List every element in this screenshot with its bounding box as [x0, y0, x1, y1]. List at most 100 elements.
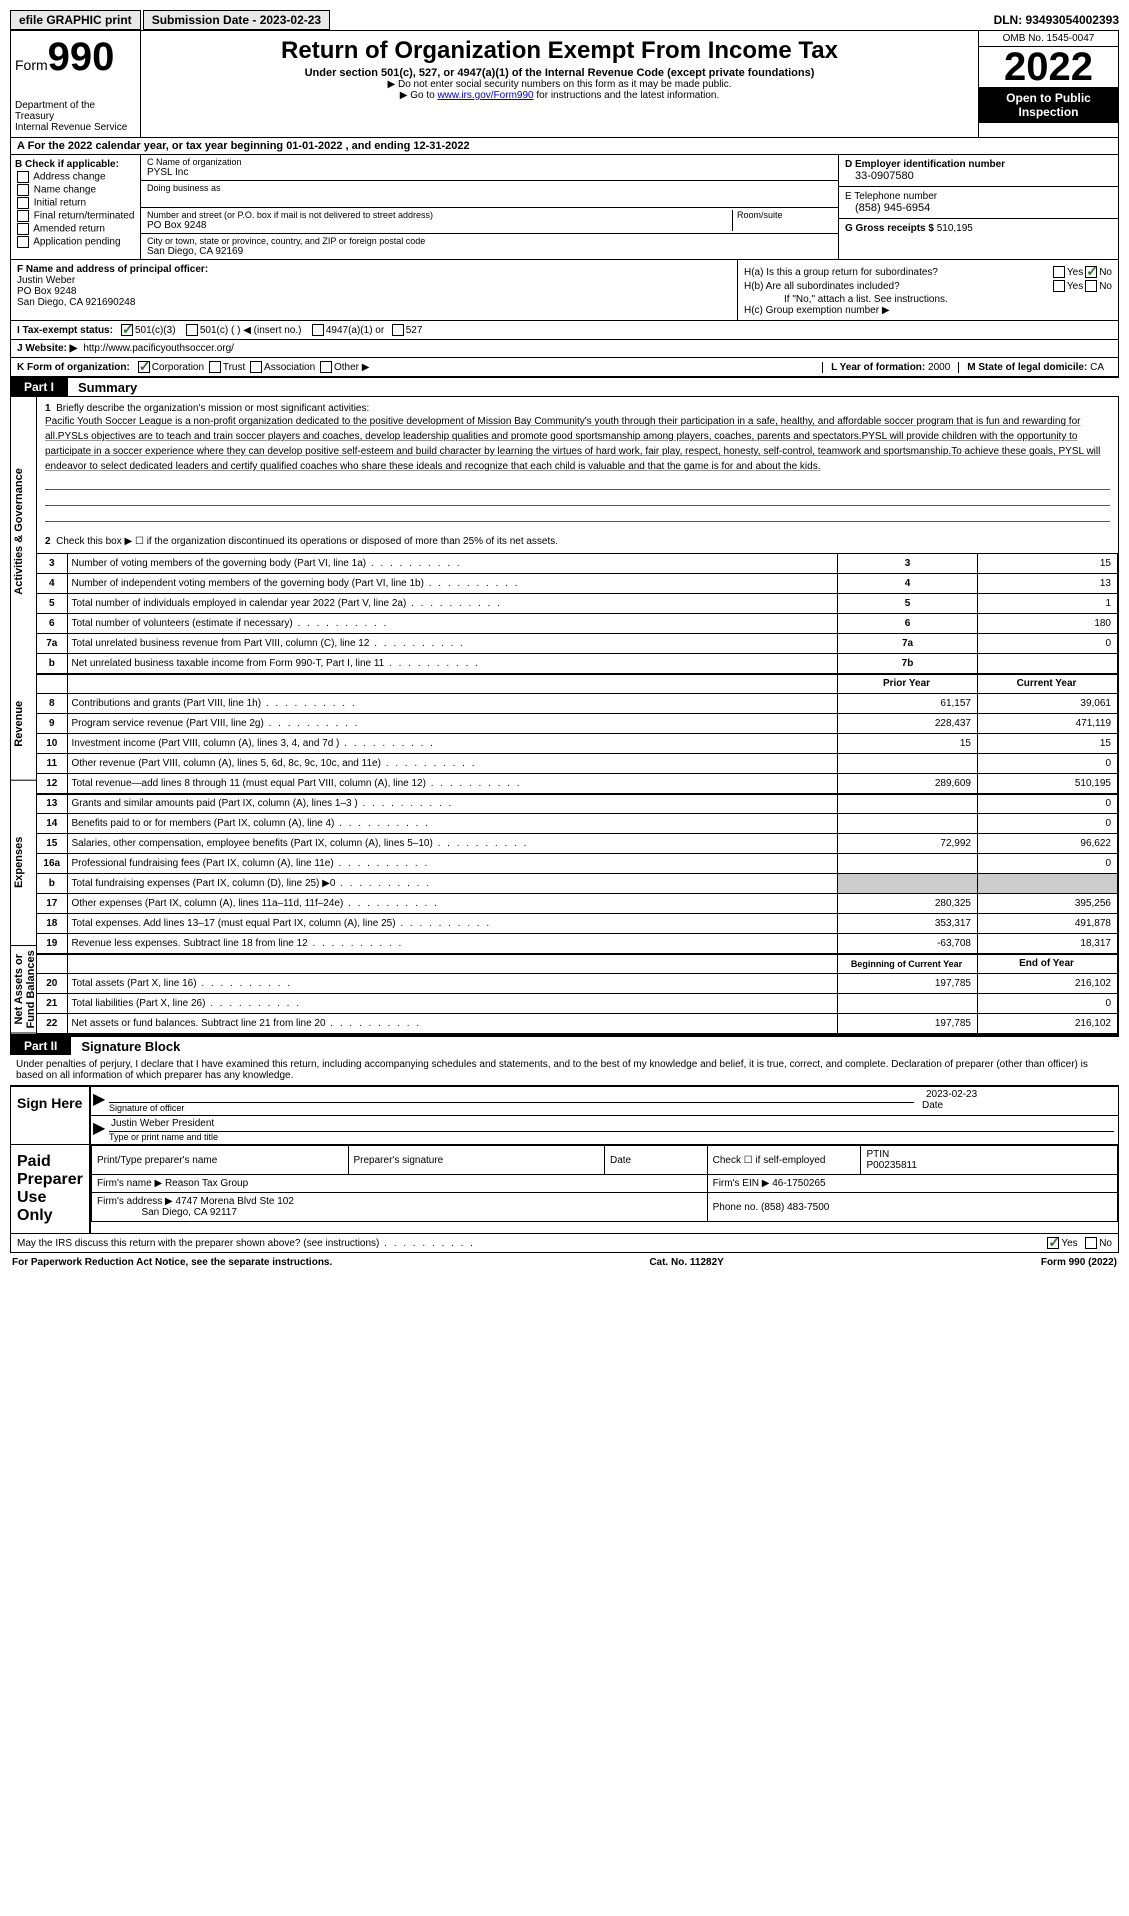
sign-here-block: Sign Here ▶ Signature of officer 2023-02…: [10, 1086, 1119, 1145]
blank-line-1: [45, 476, 1110, 490]
cb-4947[interactable]: [312, 324, 324, 336]
cb-527[interactable]: [392, 324, 404, 336]
irs-link[interactable]: www.irs.gov/Form990: [437, 90, 533, 101]
section-h: H(a) Is this a group return for subordin…: [738, 260, 1118, 320]
sidebar-net-assets: Net Assets or Fund Balances: [11, 946, 36, 1034]
hb-yes-cb[interactable]: [1053, 280, 1065, 292]
dept-label: Department of the Treasury Internal Reve…: [15, 100, 136, 133]
cb-name-change[interactable]: Name change: [15, 184, 136, 196]
part1-header: Part I Summary: [10, 378, 1119, 396]
form-title: Return of Organization Exempt From Incom…: [145, 37, 974, 65]
end-year-header: End of Year: [978, 954, 1118, 974]
table-row: bNet unrelated business taxable income f…: [37, 654, 1118, 674]
arrow-icon: ▶: [91, 1087, 105, 1115]
table-row: 11Other revenue (Part VIII, column (A), …: [37, 754, 1118, 774]
cb-other[interactable]: [320, 361, 332, 373]
efile-button[interactable]: efile GRAPHIC print: [10, 10, 141, 30]
cb-final-return[interactable]: Final return/terminated: [15, 210, 136, 222]
cb-trust[interactable]: [209, 361, 221, 373]
l-label: L Year of formation:: [831, 362, 925, 373]
hb-no-cb[interactable]: [1085, 280, 1097, 292]
current-year-header: Current Year: [978, 674, 1118, 694]
l-value: 2000: [928, 362, 950, 373]
city-cell: City or town, state or province, country…: [141, 234, 838, 259]
cb-501c3[interactable]: [121, 324, 133, 336]
firm-ein-value: 46-1750265: [772, 1178, 825, 1189]
firm-name-value: Reason Tax Group: [165, 1178, 248, 1189]
opt-527: 527: [406, 325, 423, 336]
part2-title: Signature Block: [71, 1039, 180, 1054]
cb-application-pending[interactable]: Application pending: [15, 236, 136, 248]
row-a-calendar-year: A For the 2022 calendar year, or tax yea…: [10, 138, 1119, 155]
sig-date-field: 2023-02-23 Date: [918, 1087, 1118, 1115]
cb-501c[interactable]: [186, 324, 198, 336]
firm-city-value: San Diego, CA 92117: [141, 1207, 236, 1218]
officer-sig-field[interactable]: Signature of officer: [105, 1087, 918, 1115]
opt-other: Other ▶: [334, 362, 369, 373]
may-irs-yes-cb[interactable]: [1047, 1237, 1059, 1249]
officer-name: Justin Weber: [17, 275, 731, 286]
opt-trust: Trust: [223, 362, 245, 373]
submission-date-button[interactable]: Submission Date - 2023-02-23: [143, 10, 330, 30]
table-row: 13Grants and similar amounts paid (Part …: [37, 794, 1118, 814]
section-f: F Name and address of principal officer:…: [11, 260, 738, 320]
ha-yes-cb[interactable]: [1053, 266, 1065, 278]
note-ssn: ▶ Do not enter social security numbers o…: [145, 79, 974, 90]
ha-row: H(a) Is this a group return for subordin…: [744, 266, 1112, 278]
mission-label: Briefly describe the organization's miss…: [56, 403, 369, 414]
header-begin-end: Beginning of Current Year End of Year: [37, 954, 1118, 974]
website-url: http://www.pacificyouthsoccer.org/: [83, 343, 234, 354]
i-label: I Tax-exempt status:: [17, 325, 113, 336]
ein-cell: D Employer identification number 33-0907…: [839, 155, 1118, 187]
table-row: bTotal fundraising expenses (Part IX, co…: [37, 874, 1118, 894]
may-irs-row: May the IRS discuss this return with the…: [10, 1234, 1119, 1253]
table-row: 19Revenue less expenses. Subtract line 1…: [37, 934, 1118, 954]
header-right: OMB No. 1545-0047 2022 Open to Public In…: [978, 31, 1118, 137]
table-row: 14Benefits paid to or for members (Part …: [37, 814, 1118, 834]
hb-row: H(b) Are all subordinates included? Yes …: [744, 280, 1112, 292]
paid-preparer-right: Print/Type preparer's name Preparer's si…: [91, 1145, 1118, 1233]
sig-name-row: ▶ Justin Weber President Type or print n…: [91, 1116, 1118, 1144]
prep-date-header: Date: [605, 1146, 708, 1175]
form-prefix: Form: [15, 57, 48, 73]
table-row: 5Total number of individuals employed in…: [37, 594, 1118, 614]
cb-address-change[interactable]: Address change: [15, 171, 136, 183]
footer-mid: Cat. No. 11282Y: [649, 1257, 723, 1268]
sidebar: Activities & Governance Revenue Expenses…: [11, 397, 37, 1034]
footer-right: Form 990 (2022): [1041, 1257, 1117, 1268]
ha-no-cb[interactable]: [1085, 266, 1097, 278]
cb-initial-return[interactable]: Initial return: [15, 197, 136, 209]
form-990-num: 990: [48, 35, 115, 79]
d-label: D Employer identification number: [845, 159, 1112, 170]
firm-addr-row: Firm's address ▶ 4747 Morena Blvd Ste 10…: [92, 1193, 1118, 1222]
addr-value: PO Box 9248: [147, 220, 732, 231]
e-label: E Telephone number: [845, 191, 1112, 202]
line-2: 2 Check this box ▶ ☐ if the organization…: [45, 536, 1110, 547]
prior-year-header: Prior Year: [838, 674, 978, 694]
goto-pre: ▶ Go to: [400, 90, 438, 101]
part2-header: Part II Signature Block: [10, 1035, 1119, 1055]
sign-here-label: Sign Here: [11, 1087, 91, 1144]
city-label: City or town, state or province, country…: [147, 236, 832, 246]
may-irs-no-cb[interactable]: [1085, 1237, 1097, 1249]
section-fh: F Name and address of principal officer:…: [10, 260, 1119, 321]
blank-line-2: [45, 492, 1110, 506]
ptin-value: P00235811: [866, 1160, 916, 1171]
form-number: Form990: [15, 35, 136, 80]
cb-association[interactable]: [250, 361, 262, 373]
row-i: I Tax-exempt status: 501(c)(3) 501(c) ( …: [10, 321, 1119, 340]
mission-block: 1 Briefly describe the organization's mi…: [37, 397, 1118, 553]
page-footer: For Paperwork Reduction Act Notice, see …: [10, 1253, 1119, 1272]
ein-value: 33-0907580: [845, 170, 1112, 182]
cb-amended-return[interactable]: Amended return: [15, 223, 136, 235]
cb-corporation[interactable]: [138, 361, 150, 373]
table-row: 16aProfessional fundraising fees (Part I…: [37, 854, 1118, 874]
f-label: F Name and address of principal officer:: [17, 264, 731, 275]
officer-addr1: PO Box 9248: [17, 286, 731, 297]
sig-declaration: Under penalties of perjury, I declare th…: [10, 1055, 1119, 1086]
section-d: D Employer identification number 33-0907…: [838, 155, 1118, 259]
topbar: efile GRAPHIC print Submission Date - 20…: [10, 10, 1119, 31]
officer-name-field[interactable]: Justin Weber President Type or print nam…: [105, 1116, 1118, 1144]
open-inspection: Open to Public Inspection: [979, 87, 1118, 123]
sig-officer-row: ▶ Signature of officer 2023-02-23 Date: [91, 1087, 1118, 1116]
